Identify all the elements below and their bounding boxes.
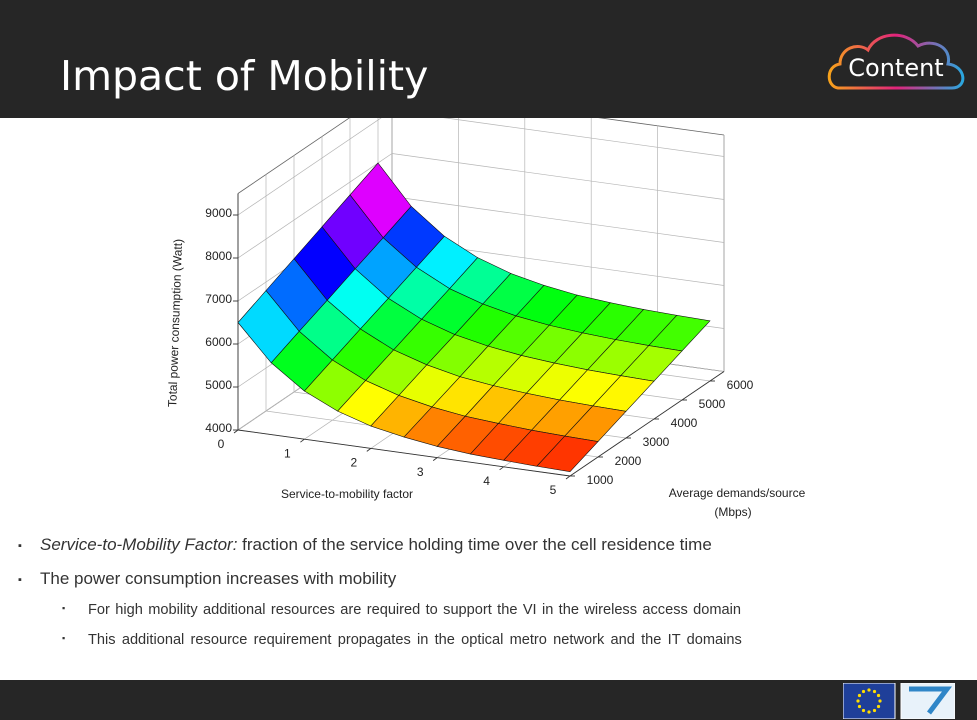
x-tick-label: 4 bbox=[483, 474, 490, 488]
star bbox=[857, 693, 862, 698]
x-tick-label: 3 bbox=[417, 465, 424, 479]
footer bbox=[0, 680, 977, 720]
z-tick-label: 9000 bbox=[205, 206, 232, 220]
x-tick-label: 0 bbox=[218, 437, 225, 451]
y-tick-label: 1000 bbox=[587, 473, 614, 487]
z-tick-label: 6000 bbox=[205, 335, 232, 349]
y-axis bbox=[569, 371, 725, 477]
star bbox=[876, 704, 881, 709]
sub-bullet: This additional resource requirement pro… bbox=[88, 632, 742, 648]
bullet: Service-to-Mobility Factor: fraction of … bbox=[40, 535, 712, 555]
z-tick-label: 8000 bbox=[205, 249, 232, 263]
y-tick-label: 5000 bbox=[699, 397, 726, 411]
y-tick-label: 3000 bbox=[643, 435, 670, 449]
x-axis bbox=[237, 429, 571, 477]
z-tick-label: 7000 bbox=[205, 292, 232, 306]
grid-line bbox=[391, 196, 725, 243]
tick-mark bbox=[233, 429, 239, 434]
tick-mark bbox=[499, 466, 504, 471]
star bbox=[856, 699, 860, 703]
y-tick-label: 4000 bbox=[671, 416, 698, 430]
x-tick-label: 1 bbox=[284, 446, 291, 460]
bullet-lead: Service-to-Mobility Factor: bbox=[40, 535, 238, 554]
tick-mark bbox=[300, 438, 305, 443]
x-tick-label: 5 bbox=[550, 483, 557, 497]
star bbox=[861, 708, 866, 713]
tick-mark bbox=[432, 457, 438, 461]
z-tick-label: 4000 bbox=[205, 421, 232, 435]
y-axis-label: Average demands/source bbox=[669, 486, 806, 500]
sub-bullet: For high mobility additional resources a… bbox=[88, 602, 742, 618]
star bbox=[857, 704, 862, 709]
star bbox=[872, 708, 877, 713]
y-axis-label: (Mbps) bbox=[714, 505, 751, 519]
x-axis-label: Service-to-mobility factor bbox=[281, 487, 413, 501]
header bbox=[0, 0, 977, 118]
grid-line bbox=[391, 153, 725, 200]
surface-chart: 0123451000200030004000500060004000500060… bbox=[165, 88, 806, 519]
star bbox=[861, 689, 866, 694]
star bbox=[867, 710, 871, 714]
star bbox=[878, 699, 882, 703]
slide-title: Impact of Mobility bbox=[60, 52, 429, 100]
logo: Content bbox=[827, 33, 965, 90]
surface-cell bbox=[536, 435, 599, 473]
y-tick-label: 2000 bbox=[615, 454, 642, 468]
star bbox=[872, 689, 877, 694]
bullet-text: fraction of the service holding time ove… bbox=[242, 535, 712, 554]
z-axis-label: Total power consumption (Watt) bbox=[165, 239, 185, 408]
grid-line bbox=[391, 110, 725, 157]
tick-mark bbox=[366, 448, 372, 452]
grid-line bbox=[237, 153, 393, 259]
x-tick-label: 2 bbox=[350, 456, 357, 470]
star bbox=[876, 693, 881, 698]
z-tick-label: 5000 bbox=[205, 378, 232, 392]
star bbox=[867, 688, 871, 692]
logo-text: Content bbox=[848, 54, 943, 82]
tick-mark bbox=[565, 475, 571, 480]
grid-line bbox=[237, 110, 393, 216]
y-tick-label: 6000 bbox=[727, 378, 754, 392]
bullet: The power consumption increases with mob… bbox=[40, 569, 397, 588]
footer-logos bbox=[843, 683, 955, 719]
